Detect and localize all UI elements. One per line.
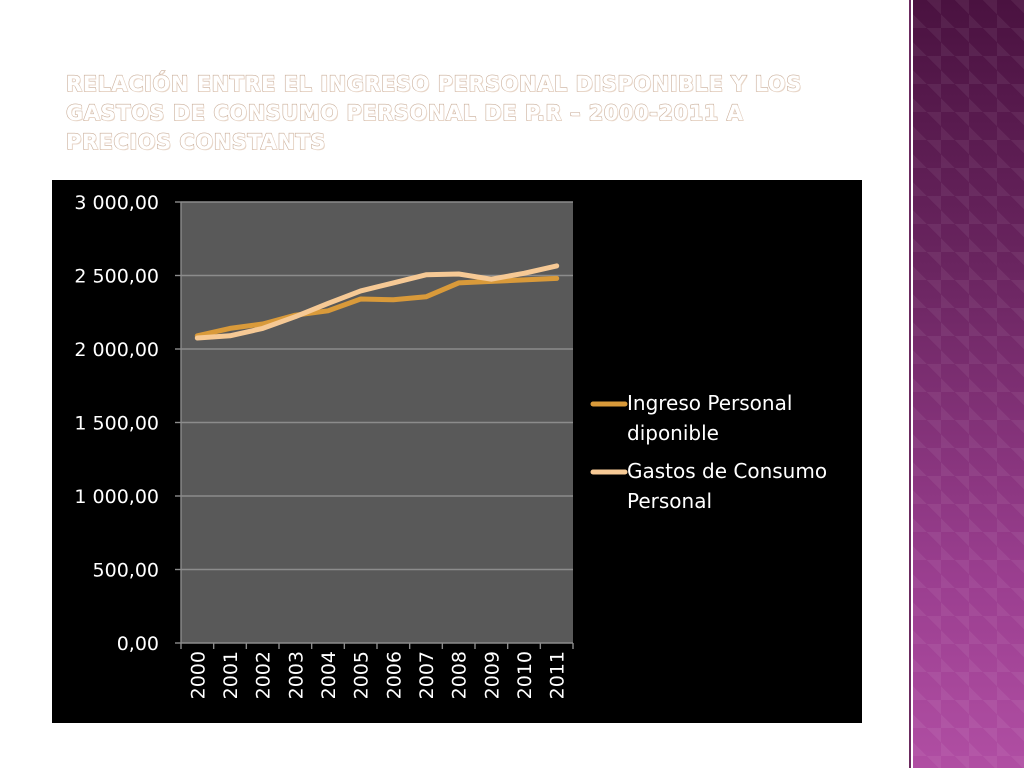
y-tick-label: 500,00 xyxy=(93,560,159,582)
data-point xyxy=(261,322,265,326)
x-tick-label: 2010 xyxy=(514,651,536,699)
data-point xyxy=(293,315,297,319)
line-chart: 0,00 500,00 1 000,00 1 500,00 2 000,00 2 500,… xyxy=(52,180,862,723)
data-point xyxy=(457,281,461,285)
x-tick-label: 2003 xyxy=(285,651,307,699)
data-point xyxy=(261,326,265,330)
data-point xyxy=(359,297,363,301)
x-tick-label: 2008 xyxy=(449,651,471,699)
data-point xyxy=(391,281,395,285)
data-point xyxy=(489,277,493,281)
y-tick-label: 3 000,00 xyxy=(74,192,159,214)
x-tick-label: 2004 xyxy=(318,651,340,699)
y-tick-label: 2 500,00 xyxy=(74,266,159,288)
data-point xyxy=(555,264,559,268)
data-point xyxy=(326,309,330,313)
y-tick-label: 0,00 xyxy=(117,633,159,655)
data-point xyxy=(195,336,199,340)
data-point xyxy=(326,301,330,305)
data-point xyxy=(228,334,232,338)
legend-label: Ingreso Personal diponible xyxy=(627,391,792,445)
series-line-2 xyxy=(194,263,560,341)
side-divider xyxy=(909,0,911,768)
data-point xyxy=(424,295,428,299)
y-tick-label: 2 000,00 xyxy=(74,339,159,361)
data-point xyxy=(424,273,428,277)
data-point xyxy=(522,271,526,275)
chart-svg: 0,00 500,00 1 000,00 1 500,00 2 000,00 2 500,… xyxy=(74,192,827,699)
data-point xyxy=(522,278,526,282)
data-point xyxy=(457,272,461,276)
x-tick-label: 2001 xyxy=(220,651,242,699)
data-point xyxy=(391,298,395,302)
data-point xyxy=(228,326,232,330)
data-point xyxy=(359,289,363,293)
x-tick-label: 2005 xyxy=(351,651,373,699)
y-tick-label: 1 000,00 xyxy=(74,486,159,508)
legend-label: Gastos de Consumo Personal xyxy=(627,459,827,513)
x-tick-label: 2007 xyxy=(416,651,438,699)
x-tick-label: 2000 xyxy=(187,651,209,699)
slide-title: Relación entre el Ingreso Personal Dispo… xyxy=(65,71,802,154)
data-point xyxy=(555,276,559,280)
x-tick-label: 2009 xyxy=(481,651,503,699)
x-tick-label: 2006 xyxy=(383,651,405,699)
x-tick-label: 2011 xyxy=(547,651,569,699)
decorative-side-band xyxy=(913,0,1024,768)
series-line-1 xyxy=(194,275,560,339)
y-tick-label: 1 500,00 xyxy=(74,413,159,435)
x-tick-label: 2002 xyxy=(253,651,275,699)
